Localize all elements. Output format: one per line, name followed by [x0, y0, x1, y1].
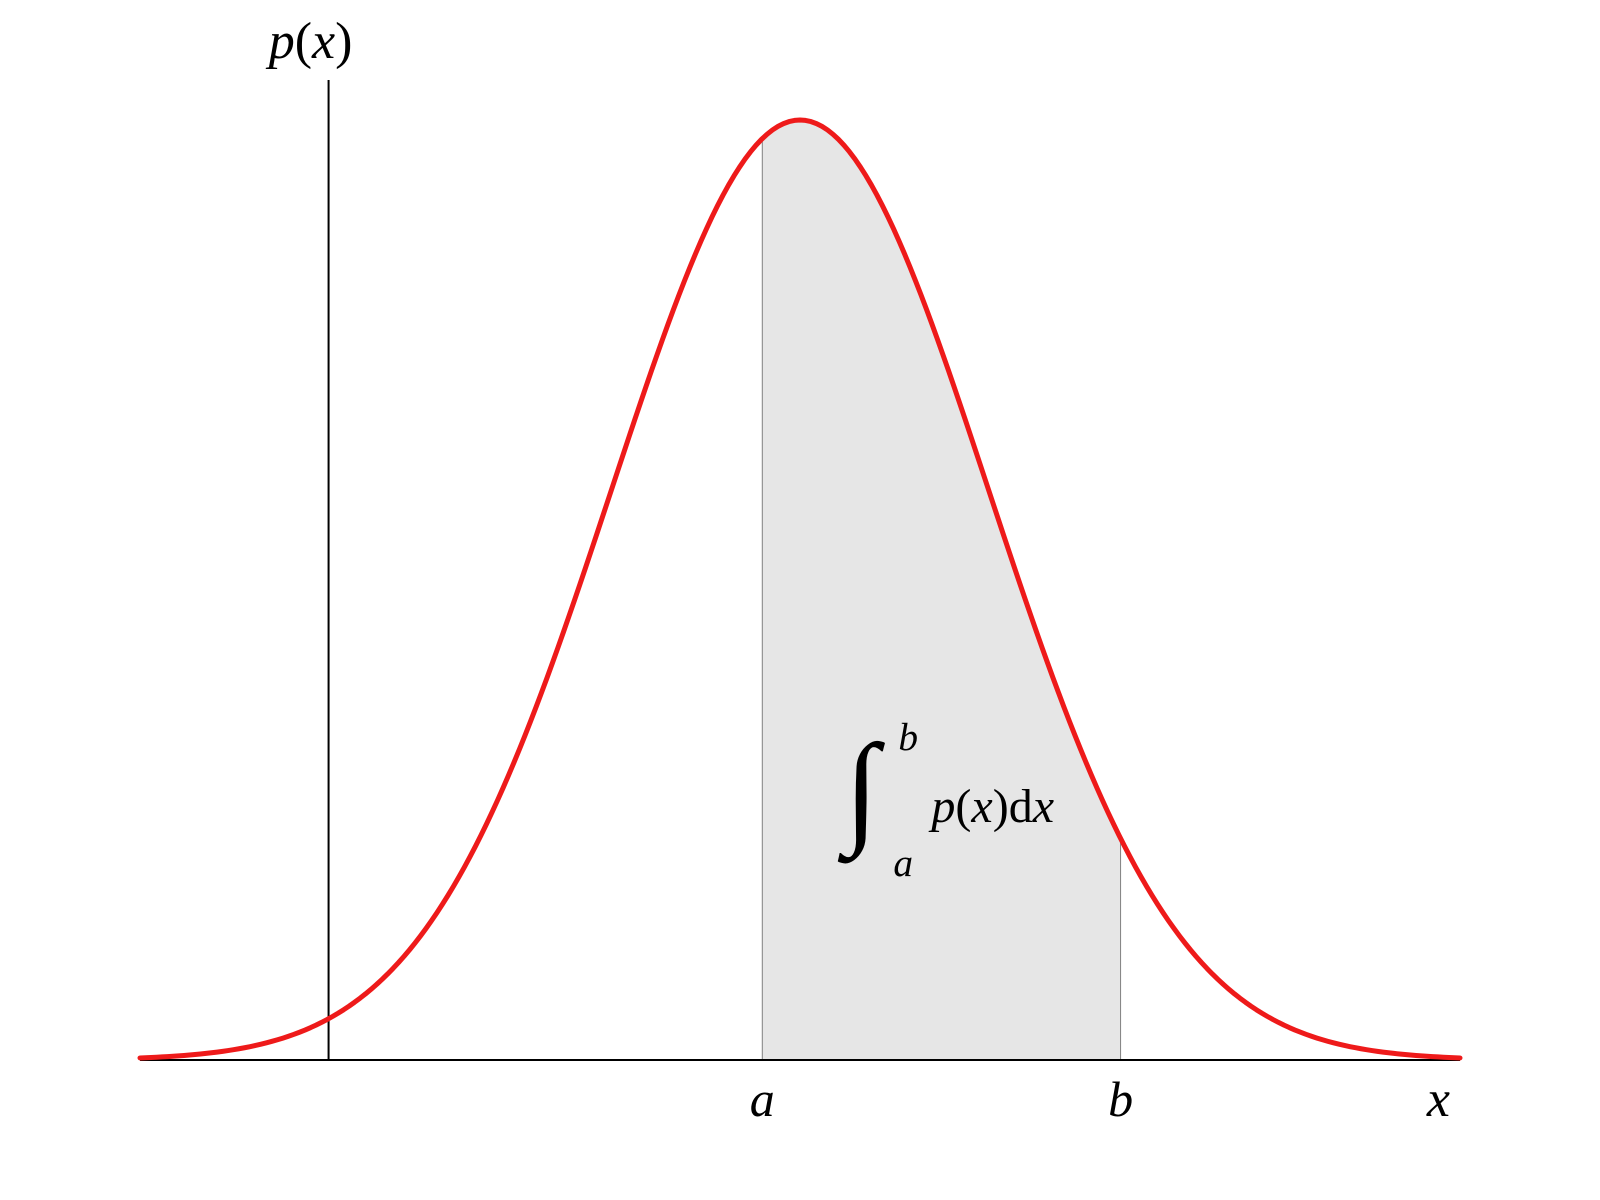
integral-upper: b	[898, 715, 918, 759]
y-axis-label: p(x)	[265, 13, 353, 70]
integral-lower: a	[893, 841, 913, 885]
integral-sign: ∫	[837, 719, 885, 864]
pdf-integral-chart: p(x)xab∫abp(x)dx	[0, 0, 1600, 1200]
x-axis-label: x	[1426, 1071, 1450, 1128]
tick-b-label: b	[1108, 1071, 1133, 1127]
tick-a-label: a	[750, 1071, 775, 1127]
y-axis-label-text: p(x)	[265, 13, 353, 70]
integral-body: p(x)dx	[928, 780, 1054, 833]
